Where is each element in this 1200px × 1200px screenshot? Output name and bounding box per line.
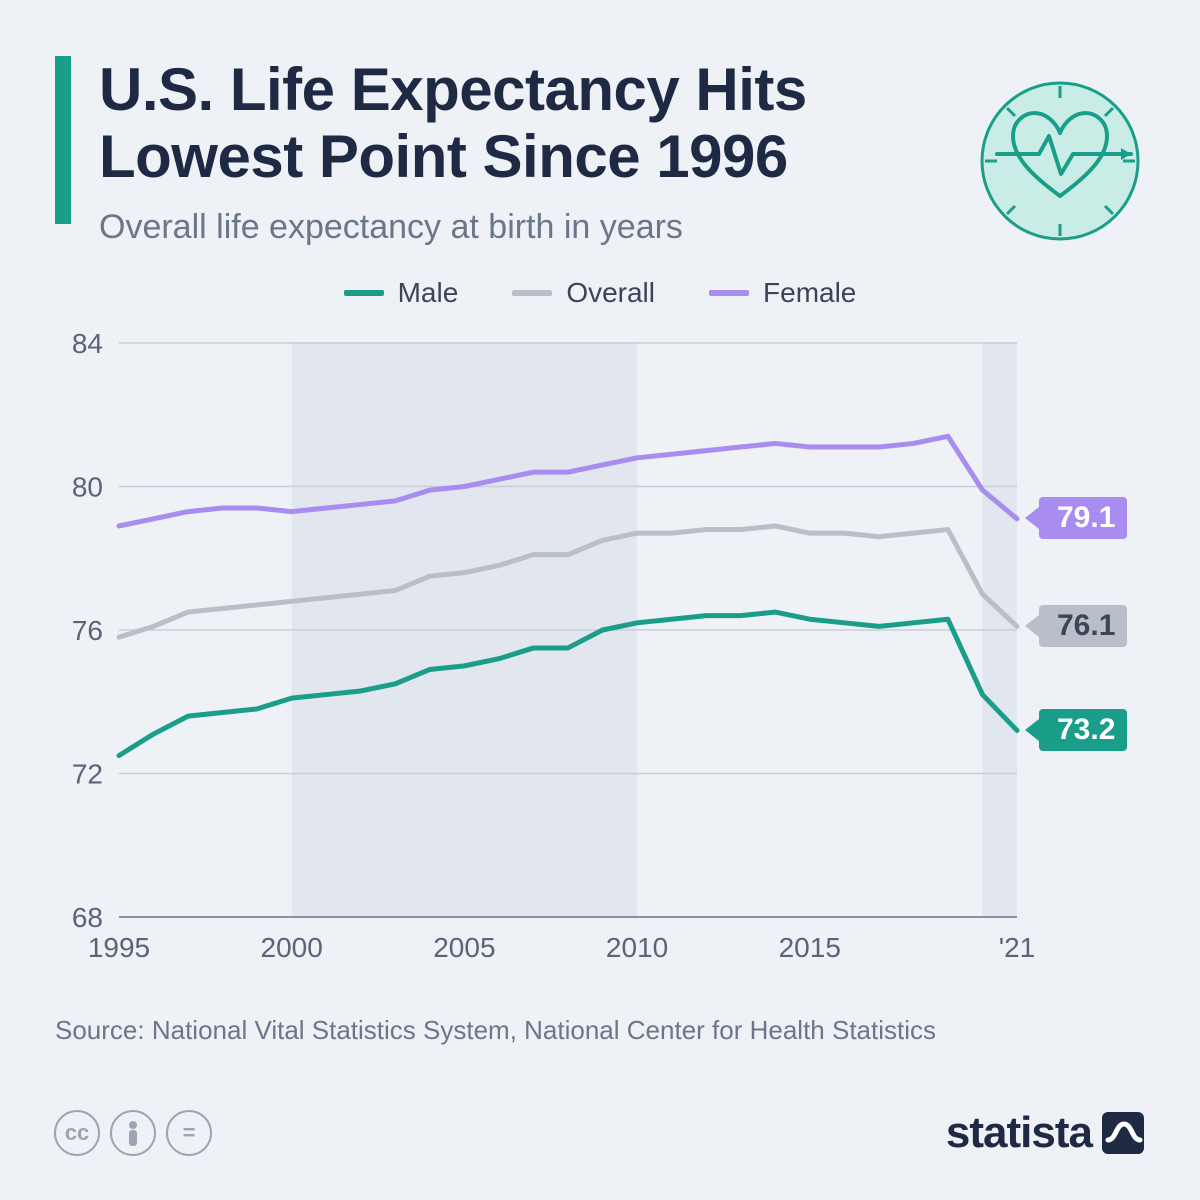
legend-label: Male — [398, 277, 459, 309]
svg-text:76: 76 — [72, 615, 103, 646]
legend-item: Overall — [512, 277, 655, 309]
svg-text:2015: 2015 — [779, 932, 841, 963]
legend-swatch — [344, 290, 384, 296]
svg-text:1995: 1995 — [88, 932, 150, 963]
accent-bar — [55, 56, 71, 224]
svg-text:'21: '21 — [999, 932, 1036, 963]
svg-text:2000: 2000 — [261, 932, 323, 963]
svg-text:72: 72 — [72, 759, 103, 790]
series-end-label: 79.1 — [1039, 497, 1127, 539]
life-expectancy-chart: 68 72 76 80 84 1995 2000 2005 2010 2015 '21 79.1 76… — [55, 333, 1145, 973]
legend-label: Female — [763, 277, 856, 309]
legend-item: Male — [344, 277, 459, 309]
heart-clock-icon — [975, 76, 1145, 246]
cc-icon: cc — [54, 1110, 100, 1156]
header: U.S. Life Expectancy Hits Lowest Point S… — [55, 56, 1145, 247]
title-line-1: U.S. Life Expectancy Hits — [99, 56, 807, 123]
title-line-2: Lowest Point Since 1996 — [99, 123, 788, 190]
brand-mark-icon — [1100, 1110, 1146, 1156]
legend-label: Overall — [566, 277, 655, 309]
brand-logo: statista — [946, 1108, 1146, 1158]
svg-text:2005: 2005 — [433, 932, 495, 963]
page-subtitle: Overall life expectancy at birth in year… — [99, 208, 947, 247]
svg-text:2010: 2010 — [606, 932, 668, 963]
page-title: U.S. Life Expectancy Hits Lowest Point S… — [99, 56, 947, 190]
nd-icon: = — [166, 1110, 212, 1156]
license-icons: cc = — [54, 1110, 212, 1156]
series-end-label: 76.1 — [1039, 605, 1127, 647]
legend-swatch — [709, 290, 749, 296]
chart-legend: Male Overall Female — [55, 277, 1145, 309]
brand-text: statista — [946, 1108, 1092, 1158]
svg-text:84: 84 — [72, 333, 103, 359]
legend-swatch — [512, 290, 552, 296]
legend-item: Female — [709, 277, 856, 309]
series-end-label: 73.2 — [1039, 709, 1127, 751]
svg-text:68: 68 — [72, 902, 103, 933]
footer: cc = statista — [54, 1108, 1146, 1158]
svg-text:80: 80 — [72, 472, 103, 503]
attribution-icon — [110, 1110, 156, 1156]
source-text: Source: National Vital Statistics System… — [55, 1015, 1145, 1046]
